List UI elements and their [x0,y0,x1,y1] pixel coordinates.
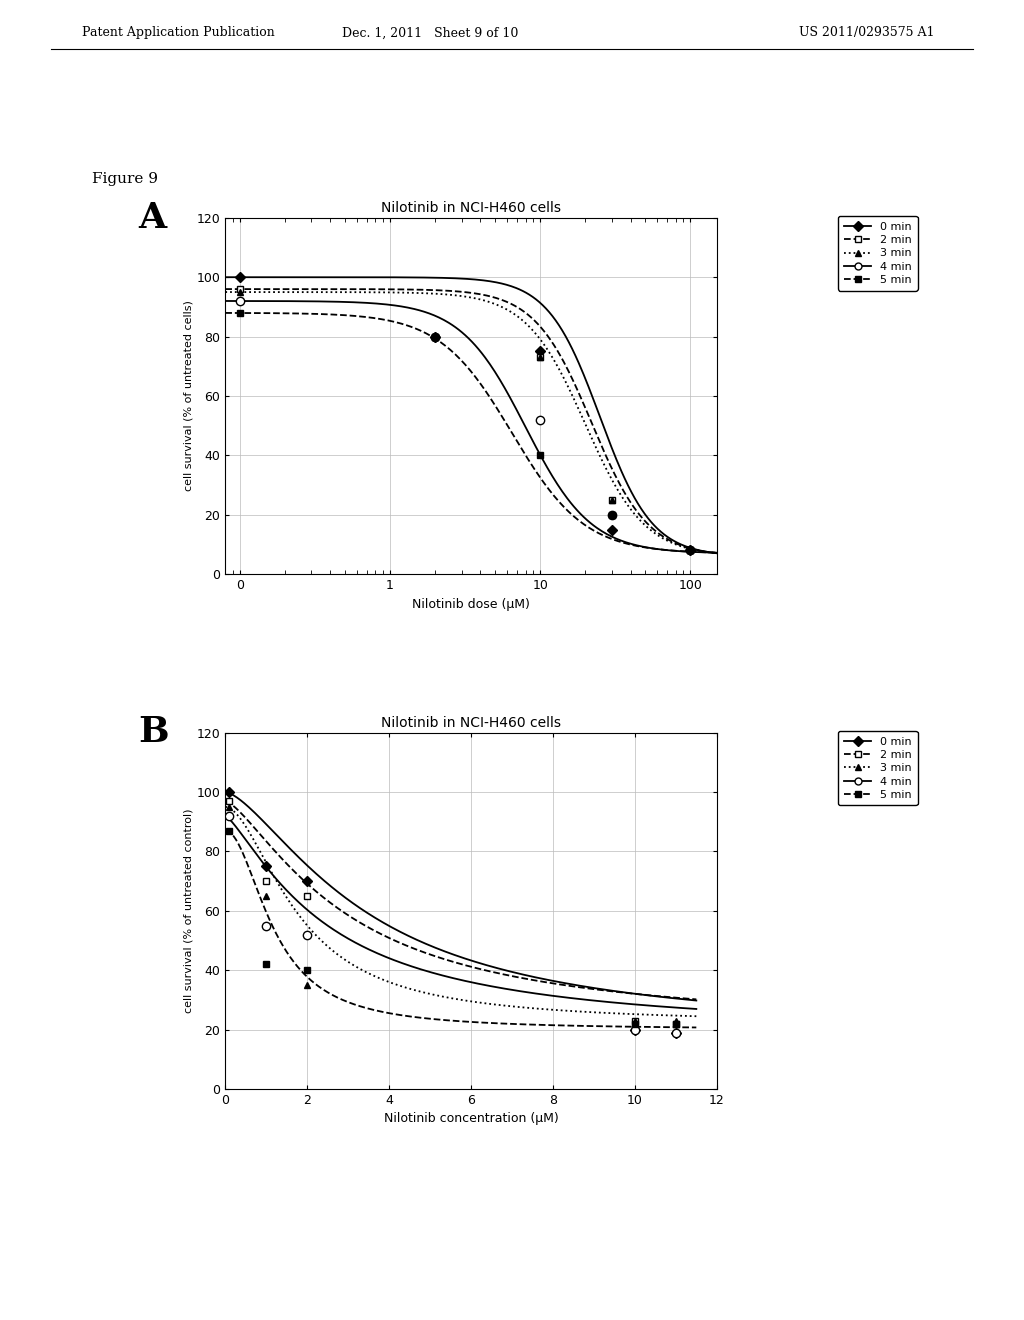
Legend: 0 min, 2 min, 3 min, 4 min, 5 min: 0 min, 2 min, 3 min, 4 min, 5 min [839,731,918,805]
X-axis label: Nilotinib concentration (μM): Nilotinib concentration (μM) [384,1113,558,1126]
Text: Patent Application Publication: Patent Application Publication [82,26,274,40]
Legend: 0 min, 2 min, 3 min, 4 min, 5 min: 0 min, 2 min, 3 min, 4 min, 5 min [839,216,918,290]
Y-axis label: cell survival (% of untreated cells): cell survival (% of untreated cells) [183,301,194,491]
Text: Dec. 1, 2011   Sheet 9 of 10: Dec. 1, 2011 Sheet 9 of 10 [342,26,518,40]
Text: US 2011/0293575 A1: US 2011/0293575 A1 [799,26,934,40]
Text: B: B [138,715,169,750]
Text: A: A [138,201,166,235]
Title: Nilotinib in NCI-H460 cells: Nilotinib in NCI-H460 cells [381,715,561,730]
Text: Figure 9: Figure 9 [92,172,158,186]
X-axis label: Nilotinib dose (μM): Nilotinib dose (μM) [412,598,530,611]
Y-axis label: cell survival (% of untreated control): cell survival (% of untreated control) [183,809,194,1012]
Title: Nilotinib in NCI-H460 cells: Nilotinib in NCI-H460 cells [381,201,561,215]
